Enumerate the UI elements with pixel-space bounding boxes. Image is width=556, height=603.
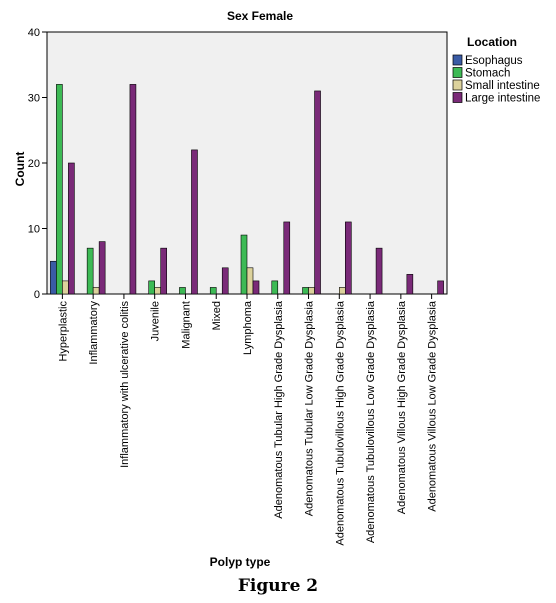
figure-caption: Figure 2 — [237, 576, 319, 596]
x-tick-label: Inflammatory with ulcerative colitis — [119, 301, 131, 468]
bar-stomach — [302, 287, 309, 295]
legend-label: Esophagus — [465, 55, 523, 67]
bar-large-intestine — [375, 247, 383, 295]
legend-swatch — [452, 92, 463, 103]
bar-large-intestine — [68, 162, 75, 295]
legend-swatch — [452, 79, 463, 91]
bar-large-intestine — [437, 280, 444, 295]
bar-large-intestine — [283, 221, 291, 295]
bar-large-intestine — [98, 241, 106, 295]
y-tick-label: 40 — [28, 27, 40, 39]
legend-swatch — [452, 67, 463, 78]
bar-large-intestine — [314, 90, 321, 295]
bar-stomach — [86, 247, 94, 295]
legend-label: Large intestine — [465, 93, 540, 105]
bar-stomach — [271, 280, 279, 295]
x-tick-label: Adenomatous Villous Low Grade Dysplasia — [427, 300, 439, 512]
x-tick-label: Inflammatory — [88, 301, 100, 365]
bar-stomach — [56, 84, 63, 295]
x-axis-label: Polyp type — [210, 555, 271, 569]
y-tick-label: 10 — [28, 224, 40, 236]
x-tick-label: Adenomatous Villous High Grade Dysplasia — [396, 300, 408, 514]
bar-large-intestine — [129, 84, 137, 295]
bar-small-intestine — [92, 287, 100, 295]
y-tick-label: 20 — [28, 158, 40, 170]
bar-large-intestine — [221, 267, 229, 295]
legend-title: Location — [467, 35, 517, 49]
bar-large-intestine — [160, 247, 167, 295]
bar-large-intestine — [406, 274, 414, 295]
bar-small-intestine — [339, 287, 346, 295]
chart-title: Sex Female — [227, 9, 293, 23]
legend-swatch — [452, 54, 463, 66]
bar-stomach — [179, 287, 186, 295]
x-axis: Hyperplastic Inflammatory Inflammatory wit… — [57, 294, 439, 546]
x-tick-label: Hyperplastic — [57, 301, 69, 362]
bar-stomach — [148, 280, 155, 295]
x-tick-label: Adenomatous Tubulovillous High Grade Dys… — [334, 300, 346, 545]
bar-small-intestine — [62, 280, 69, 295]
y-tick-label: 30 — [28, 93, 40, 105]
bar-esophagus — [50, 260, 57, 295]
x-tick-label: Lymphoma — [242, 300, 254, 355]
bar-small-intestine — [154, 287, 161, 295]
bar-large-intestine — [191, 149, 198, 295]
x-tick-label: Adenomatous Tubulovillous Low Grade Dysp… — [365, 300, 377, 543]
bar-stomach — [209, 287, 217, 295]
bar-large-intestine — [345, 221, 352, 295]
x-tick-label: Mixed — [211, 301, 223, 330]
x-tick-label: Malignant — [180, 301, 192, 349]
bar-stomach — [240, 234, 248, 295]
y-axis-label: Count — [13, 152, 27, 187]
y-tick-label: 0 — [34, 289, 40, 301]
legend-label: Stomach — [465, 68, 510, 80]
bar-small-intestine — [308, 287, 315, 295]
legend-label: Small intestine — [465, 80, 540, 92]
bar-large-intestine — [252, 280, 260, 295]
x-tick-label: Juvenile — [150, 301, 162, 341]
x-tick-label: Adenomatous Tubular Low Grade Dysplasia — [304, 300, 316, 516]
y-axis: 0 10 20 30 40 — [28, 27, 47, 301]
bars — [50, 84, 444, 295]
bar-small-intestine — [246, 267, 254, 295]
x-tick-label: Adenomatous Tubular High Grade Dysplasia — [273, 300, 285, 519]
